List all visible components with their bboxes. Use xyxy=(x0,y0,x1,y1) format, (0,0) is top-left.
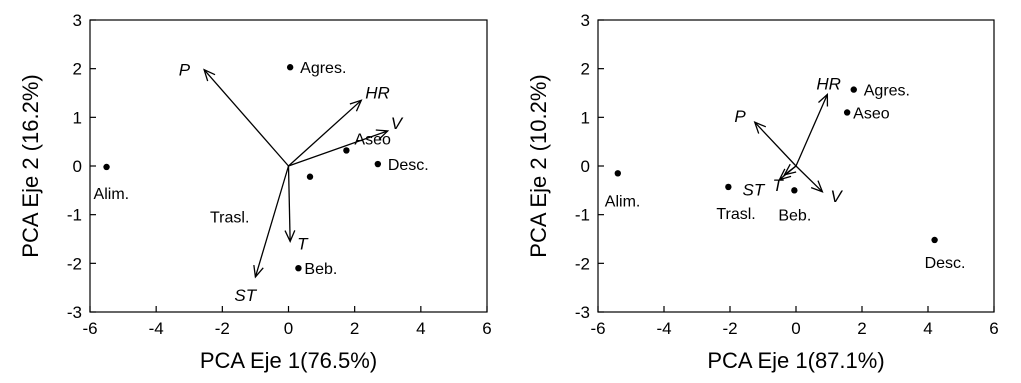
vector-p-label: P xyxy=(179,61,191,80)
x-tick-label: -6 xyxy=(82,319,97,338)
vector-p xyxy=(203,69,289,167)
point-desc-label: Desc. xyxy=(388,157,429,174)
x-tick-label: 2 xyxy=(350,319,359,338)
vector-hr-arrowhead xyxy=(818,93,829,107)
vector-p-arrowhead xyxy=(753,121,767,134)
vector-st-label: ST xyxy=(234,286,257,305)
point-agres-label: Agres. xyxy=(864,83,910,100)
y-tick-label: 1 xyxy=(581,108,590,127)
x-tick-label: 0 xyxy=(791,319,800,338)
y-tick-label: 0 xyxy=(73,157,82,176)
y-axis-title: PCA Eje 2 (16.2%) xyxy=(18,74,43,257)
vector-st-label: ST xyxy=(743,181,766,200)
vector-p-arrowhead xyxy=(203,68,216,82)
vector-hr-arrowhead xyxy=(349,99,363,112)
y-tick-label: -2 xyxy=(575,254,590,273)
vector-p-label: P xyxy=(734,107,746,126)
vector-t xyxy=(784,165,797,176)
y-tick-label: 3 xyxy=(581,11,590,30)
point-trasl-label: Trasl. xyxy=(716,206,755,223)
x-tick-label: -2 xyxy=(722,319,737,338)
x-tick-label: -4 xyxy=(149,319,164,338)
y-tick-label: -1 xyxy=(67,206,82,225)
vector-t-label: T xyxy=(297,234,309,253)
vector-hr xyxy=(288,99,362,167)
vector-p xyxy=(754,121,797,167)
biplot-panel-2: -6 -4 -2 0 2 4 6 -3 -2 -1 0 1 2 3 PCA Eje 1(87.1%) PCA … xyxy=(526,11,999,373)
y-tick-label: -3 xyxy=(67,303,82,322)
vector-st xyxy=(254,165,290,278)
x-tick-label: -4 xyxy=(656,319,671,338)
point-beb xyxy=(791,187,798,194)
vector-v-label: V xyxy=(391,114,404,133)
point-alim xyxy=(103,163,110,171)
y-tick-label: 2 xyxy=(73,60,82,79)
y-axis-title: PCA Eje 2 (10.2%) xyxy=(526,74,551,257)
x-axis-title: PCA Eje 1(76.5%) xyxy=(200,348,377,373)
point-beb-label: Beb. xyxy=(778,207,811,224)
vector-v xyxy=(795,165,823,193)
x-tick-label: 6 xyxy=(482,319,491,338)
biplot-panel-1: -6 -4 -2 0 2 4 6 -3 -2 -1 0 1 2 3 PCA Eje 1(76.5%) PCA … xyxy=(18,11,492,373)
x-tick-label: -2 xyxy=(215,319,230,338)
y-tick-label: 0 xyxy=(581,157,590,176)
point-agres xyxy=(286,64,294,71)
x-tick-label: 6 xyxy=(989,319,998,338)
x-axis-title: PCA Eje 1(87.1%) xyxy=(707,348,884,373)
point-desc xyxy=(931,236,938,244)
point-alim-label: Alim. xyxy=(94,186,130,203)
vector-t-arrowhead xyxy=(783,163,797,176)
y-tick-label: -3 xyxy=(575,303,590,322)
point-alim xyxy=(614,170,621,177)
point-aseo-label: Aseo xyxy=(354,131,391,148)
vector-hr xyxy=(795,94,828,167)
y-tick-label: 1 xyxy=(73,108,82,127)
vector-st-arrowhead xyxy=(253,264,264,279)
y-tick-label: -1 xyxy=(575,206,590,225)
point-trasl xyxy=(725,183,732,191)
point-agres xyxy=(850,86,857,93)
point-aseo xyxy=(343,147,350,154)
x-tick-label: 0 xyxy=(284,319,293,338)
point-trasl-label: Trasl. xyxy=(210,210,249,227)
y-tick-label: 2 xyxy=(581,60,590,79)
point-aseo-label: Aseo xyxy=(853,105,890,122)
point-aseo xyxy=(843,109,851,116)
vector-hr-label: HR xyxy=(365,83,390,102)
x-tick-label: 2 xyxy=(857,319,866,338)
vector-hr-label: HR xyxy=(816,74,841,93)
vector-v-label: V xyxy=(830,187,843,206)
vector-v xyxy=(288,130,388,167)
point-desc xyxy=(374,160,382,168)
point-trasl xyxy=(306,173,314,180)
x-tick-label: 4 xyxy=(923,319,932,338)
point-agres-label: Agres. xyxy=(300,60,346,77)
vector-st-arrowhead xyxy=(778,168,792,181)
x-tick-label: 4 xyxy=(416,319,425,338)
y-tick-label: 3 xyxy=(73,11,82,30)
vector-v-arrowhead xyxy=(810,180,824,193)
vector-v-arrowhead xyxy=(375,129,390,140)
vector-t xyxy=(287,165,291,242)
y-tick-label: -2 xyxy=(67,254,82,273)
vector-t-arrowhead xyxy=(284,230,296,244)
point-alim-label: Alim. xyxy=(605,193,641,210)
vector-t-label: T xyxy=(772,176,784,195)
point-beb-label: Beb. xyxy=(304,261,337,278)
point-desc-label: Desc. xyxy=(925,255,966,272)
point-beb xyxy=(295,265,302,272)
x-tick-label: -6 xyxy=(590,319,605,338)
